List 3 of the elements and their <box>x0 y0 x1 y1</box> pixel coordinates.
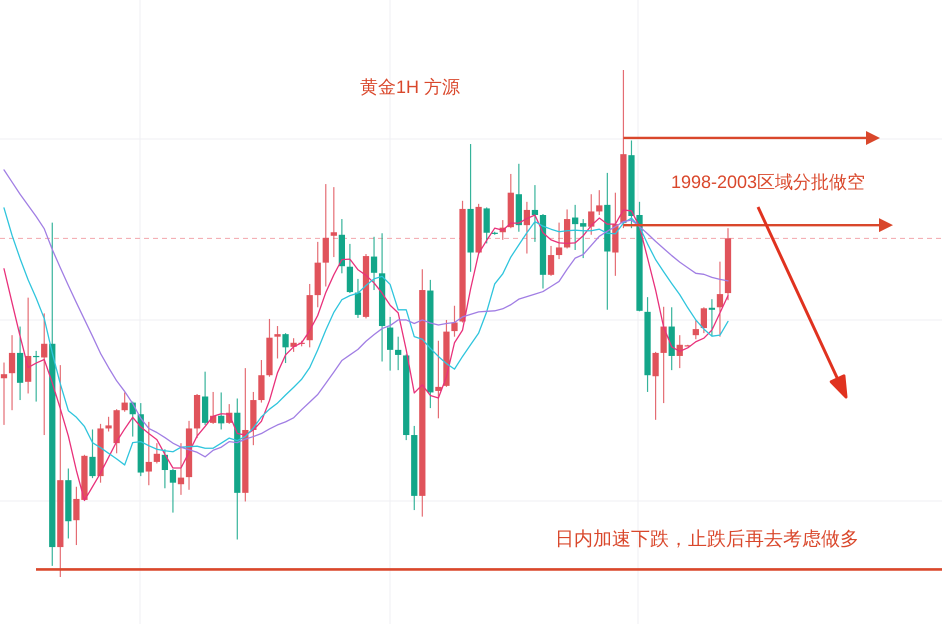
title: 黄金1H 方源 <box>360 77 460 97</box>
annotation: 1998-2003区域分批做空 <box>670 172 866 192</box>
annotation: 日内加速下跌，止跌后再去考虑做多 <box>555 529 859 550</box>
